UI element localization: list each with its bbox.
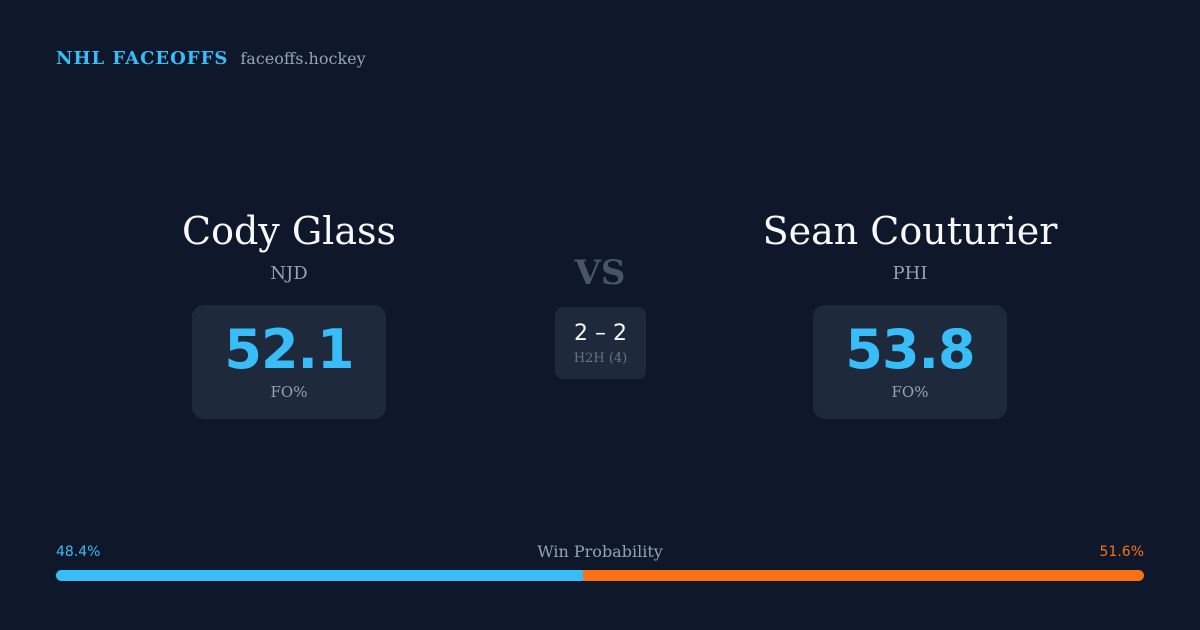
- win-probability-left-value: 48.4%: [56, 544, 101, 560]
- player-right-team: PHI: [892, 263, 928, 284]
- player-left-fo-value: 52.1: [224, 318, 354, 381]
- player-left: Cody Glass NJD 52.1 FO%: [79, 205, 499, 419]
- head-to-head-label: H2H (4): [573, 350, 628, 366]
- player-right-stat-card: 53.8 FO%: [813, 305, 1007, 419]
- player-right-name: Sean Couturier: [762, 209, 1058, 253]
- player-right-fo-value: 53.8: [845, 318, 975, 381]
- win-probability-fill-left: [56, 570, 583, 581]
- head-to-head-card: 2 – 2 H2H (4): [555, 307, 646, 379]
- brand-header: NHL FACEOFFS faceoffs.hockey: [56, 48, 366, 69]
- player-right-fo-label: FO%: [891, 383, 929, 401]
- player-left-team: NJD: [270, 263, 308, 284]
- win-probability-bar: [56, 570, 1144, 581]
- brand-name: NHL FACEOFFS: [56, 48, 229, 69]
- win-probability-title: Win Probability: [537, 542, 663, 561]
- head-to-head-record: 2 – 2: [574, 320, 627, 346]
- vs-label: VS: [574, 253, 626, 293]
- win-probability-fill-right: [582, 570, 1144, 581]
- win-probability: 48.4% Win Probability 51.6%: [56, 542, 1144, 581]
- brand-domain: faceoffs.hockey: [240, 49, 366, 68]
- player-left-fo-label: FO%: [270, 383, 308, 401]
- win-probability-labels: 48.4% Win Probability 51.6%: [56, 542, 1144, 564]
- win-probability-right-value: 51.6%: [1099, 544, 1144, 560]
- player-right: Sean Couturier PHI 53.8 FO%: [700, 205, 1120, 419]
- player-left-name: Cody Glass: [182, 209, 396, 253]
- player-left-stat-card: 52.1 FO%: [192, 305, 386, 419]
